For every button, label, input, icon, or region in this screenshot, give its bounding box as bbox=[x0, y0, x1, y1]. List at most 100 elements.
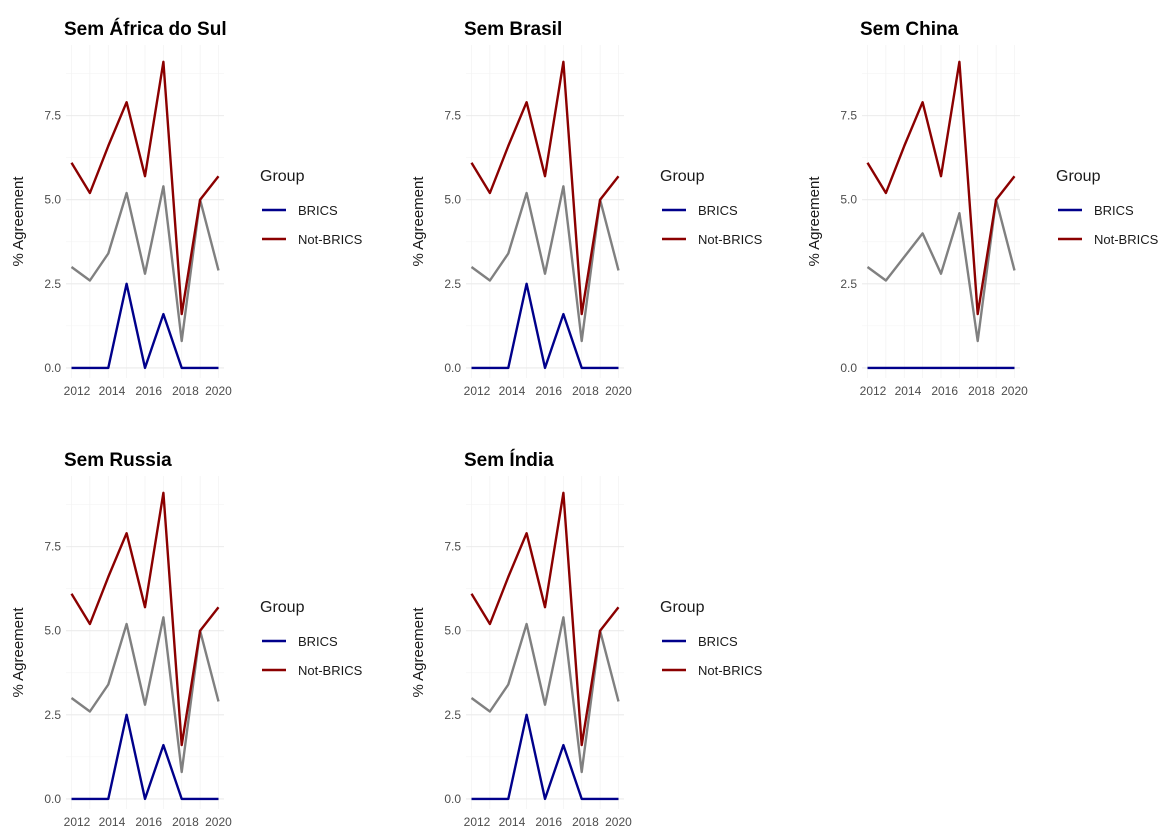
legend-title: Group bbox=[260, 168, 305, 185]
y-tick-label: 7.5 bbox=[44, 540, 61, 554]
legend-title: Group bbox=[660, 168, 705, 185]
y-tick-label: 5.0 bbox=[444, 624, 461, 638]
x-tick-label: 2018 bbox=[572, 384, 599, 398]
x-tick-label: 2020 bbox=[205, 384, 232, 398]
x-tick-label: 2020 bbox=[605, 384, 632, 398]
x-tick-label: 2018 bbox=[968, 384, 995, 398]
series-line-grey bbox=[470, 616, 620, 774]
x-tick-label: 2020 bbox=[605, 815, 632, 829]
x-tick-label: 2012 bbox=[464, 384, 491, 398]
grid-lines bbox=[66, 476, 224, 809]
y-tick-label: 7.5 bbox=[444, 109, 461, 123]
legend-entry: BRICS bbox=[698, 203, 738, 218]
x-tick-label: 2014 bbox=[99, 815, 126, 829]
grid-lines bbox=[466, 45, 624, 378]
series-line-not-brics bbox=[470, 491, 620, 747]
chart-panel: Sem Russia % Agreement 0.0 2.5 5.0 7.5 2012 201… bbox=[10, 450, 363, 829]
chart-panel: Sem África do Sul % Agreement 0.0 2.5 5.0 7.5… bbox=[10, 18, 363, 398]
y-tick-label: 0.0 bbox=[44, 361, 61, 375]
y-tick-label: 0.0 bbox=[444, 361, 461, 375]
panel-title: Sem China bbox=[860, 19, 959, 40]
series-line-not-brics bbox=[70, 491, 220, 747]
x-tick-label: 2018 bbox=[172, 384, 199, 398]
x-tick-label: 2016 bbox=[931, 384, 958, 398]
series-line-brics bbox=[71, 282, 219, 370]
y-tick-label: 2.5 bbox=[840, 277, 857, 291]
y-tick-label: 2.5 bbox=[444, 708, 461, 722]
series-line-grey bbox=[70, 616, 220, 774]
chart-panel: Sem Brasil % Agreement 0.0 2.5 5.0 7.5 2012 201… bbox=[410, 19, 763, 398]
x-tick-label: 2012 bbox=[64, 815, 91, 829]
y-tick-label: 5.0 bbox=[840, 193, 857, 207]
y-tick-label: 2.5 bbox=[44, 277, 61, 291]
series-line-not-brics bbox=[470, 60, 620, 316]
legend-entry: BRICS bbox=[298, 634, 338, 649]
chart-panel: Sem China % Agreement 0.0 2.5 5.0 7.5 2012 2014… bbox=[806, 19, 1159, 398]
y-tick-label: 7.5 bbox=[44, 109, 61, 123]
series-line-brics bbox=[71, 713, 219, 801]
series-line-brics bbox=[471, 713, 619, 801]
legend-entry: Not-BRICS bbox=[298, 232, 363, 247]
legend-title: Group bbox=[1056, 168, 1101, 185]
y-axis-label: % Agreement bbox=[410, 607, 427, 698]
panel-title: Sem Brasil bbox=[464, 19, 562, 40]
legend-title: Group bbox=[260, 599, 305, 616]
x-tick-label: 2014 bbox=[895, 384, 922, 398]
legend-title: Group bbox=[660, 599, 705, 616]
x-tick-label: 2012 bbox=[64, 384, 91, 398]
y-axis-label: % Agreement bbox=[410, 176, 427, 267]
x-tick-label: 2012 bbox=[464, 815, 491, 829]
legend-entry: Not-BRICS bbox=[298, 663, 363, 678]
grid-lines bbox=[862, 45, 1020, 378]
legend: Group BRICS Not-BRICS bbox=[660, 168, 763, 247]
legend-entry: Not-BRICS bbox=[698, 232, 763, 247]
panel-title: Sem Russia bbox=[64, 450, 172, 471]
y-tick-label: 5.0 bbox=[44, 193, 61, 207]
legend-entry: BRICS bbox=[1094, 203, 1134, 218]
y-axis-label: % Agreement bbox=[10, 607, 27, 698]
y-tick-label: 5.0 bbox=[444, 193, 461, 207]
chart-panel: Sem Índia % Agreement 0.0 2.5 5.0 7.5 2012 2014… bbox=[410, 449, 763, 829]
series-line-not-brics bbox=[70, 60, 220, 316]
y-axis-label: % Agreement bbox=[806, 176, 823, 267]
grid-lines bbox=[66, 45, 224, 378]
x-tick-label: 2016 bbox=[135, 384, 162, 398]
legend: Group BRICS Not-BRICS bbox=[260, 599, 363, 678]
grid-lines bbox=[466, 476, 624, 809]
legend: Group BRICS Not-BRICS bbox=[1056, 168, 1159, 247]
legend-entry: Not-BRICS bbox=[698, 663, 763, 678]
y-tick-label: 7.5 bbox=[840, 109, 857, 123]
series-line-grey bbox=[470, 185, 620, 343]
y-tick-label: 0.0 bbox=[44, 792, 61, 806]
y-tick-label: 7.5 bbox=[444, 540, 461, 554]
x-tick-label: 2012 bbox=[860, 384, 887, 398]
series-line-not-brics bbox=[866, 60, 1016, 316]
y-tick-label: 0.0 bbox=[444, 792, 461, 806]
x-tick-label: 2018 bbox=[172, 815, 199, 829]
x-tick-label: 2020 bbox=[205, 815, 232, 829]
y-tick-label: 2.5 bbox=[44, 708, 61, 722]
x-tick-label: 2016 bbox=[535, 815, 562, 829]
x-tick-label: 2018 bbox=[572, 815, 599, 829]
x-tick-label: 2016 bbox=[535, 384, 562, 398]
series-line-brics bbox=[471, 282, 619, 370]
legend: Group BRICS Not-BRICS bbox=[660, 599, 763, 678]
legend: Group BRICS Not-BRICS bbox=[260, 168, 363, 247]
series-line-grey bbox=[70, 185, 220, 343]
x-tick-label: 2014 bbox=[499, 384, 526, 398]
legend-entry: Not-BRICS bbox=[1094, 232, 1159, 247]
x-tick-label: 2020 bbox=[1001, 384, 1028, 398]
x-tick-label: 2014 bbox=[499, 815, 526, 829]
x-tick-label: 2014 bbox=[99, 384, 126, 398]
y-axis-label: % Agreement bbox=[10, 176, 27, 267]
legend-entry: BRICS bbox=[298, 203, 338, 218]
legend-entry: BRICS bbox=[698, 634, 738, 649]
series-line-grey bbox=[866, 198, 1016, 343]
panel-title: Sem Índia bbox=[464, 449, 554, 471]
x-tick-label: 2016 bbox=[135, 815, 162, 829]
y-tick-label: 2.5 bbox=[444, 277, 461, 291]
y-tick-label: 5.0 bbox=[44, 624, 61, 638]
y-tick-label: 0.0 bbox=[840, 361, 857, 375]
panel-title: Sem África do Sul bbox=[64, 18, 227, 40]
